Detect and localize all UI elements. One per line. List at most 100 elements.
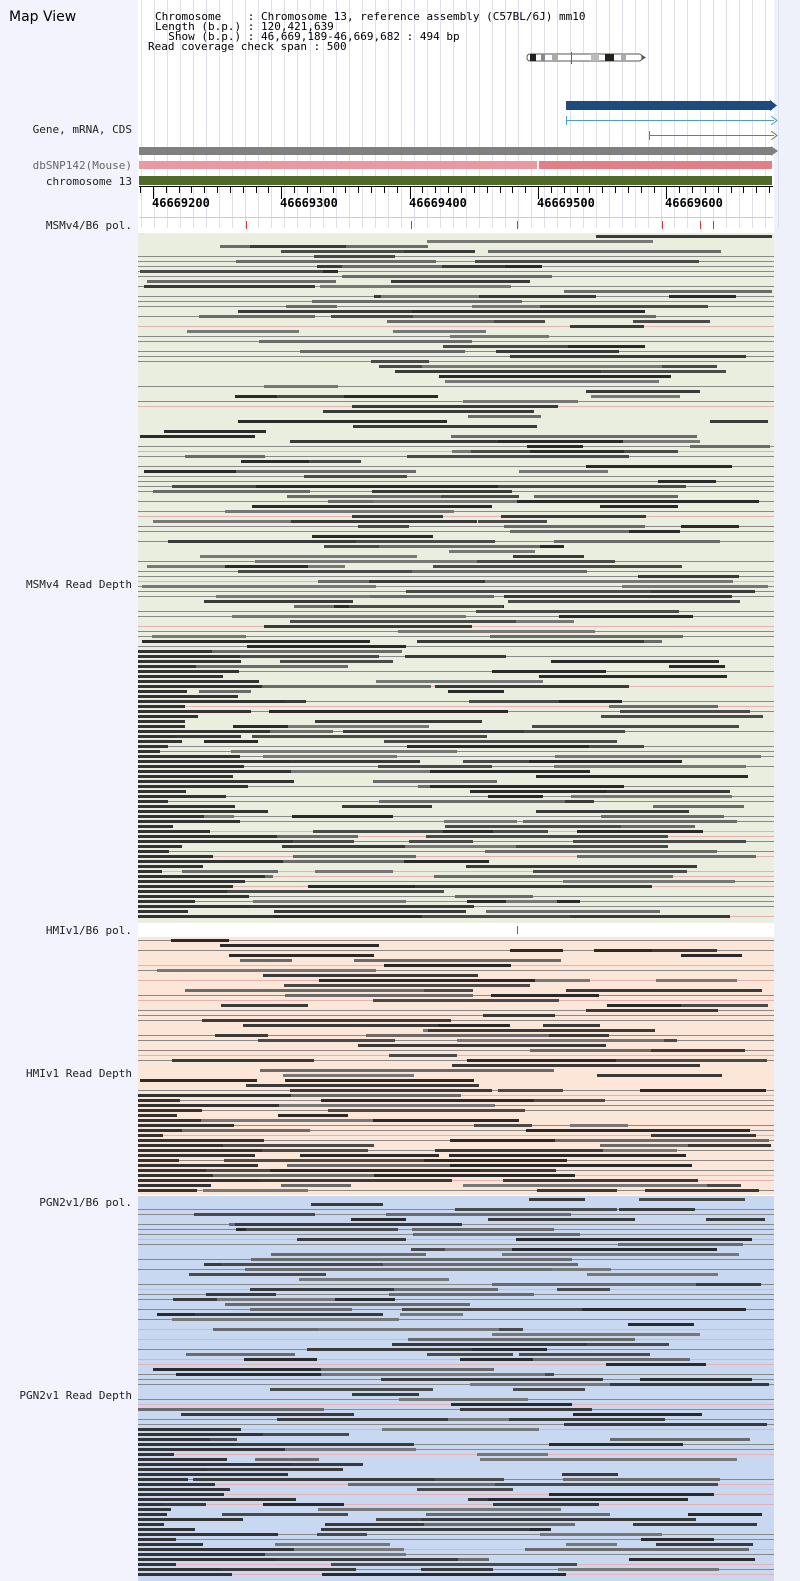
read-segment	[138, 1433, 263, 1436]
read-segment	[182, 870, 278, 873]
read-segment	[138, 1568, 220, 1571]
dbsnp-bar-right[interactable]	[539, 161, 772, 169]
ruler-tick	[307, 187, 308, 193]
ruler-line	[139, 186, 773, 187]
read-segment	[314, 255, 395, 258]
read-segment	[492, 670, 606, 673]
ruler-tick	[769, 187, 770, 193]
read-line	[138, 950, 774, 951]
read-segment	[138, 1119, 201, 1122]
read-segment	[358, 525, 409, 528]
snp-mark[interactable]	[517, 221, 518, 229]
gene-bar[interactable]	[566, 101, 772, 110]
read-segment	[232, 615, 466, 618]
read-segment	[597, 1074, 722, 1077]
read-line	[138, 851, 774, 852]
read-segment	[706, 1218, 765, 1221]
ruler-tick	[179, 187, 180, 193]
read-segment	[138, 810, 268, 813]
read-segment	[488, 1498, 688, 1501]
dbsnp-bar-left[interactable]	[139, 161, 537, 169]
gene-arrow-icon	[770, 100, 777, 111]
read-segment	[282, 845, 418, 848]
read-segment	[195, 1313, 383, 1316]
read-segment	[451, 1403, 572, 1406]
read-segment	[372, 710, 508, 713]
read-segment	[213, 685, 431, 688]
read-segment	[455, 895, 533, 898]
read-segment	[382, 1428, 539, 1431]
read-segment	[318, 1508, 561, 1511]
read-segment	[140, 1079, 257, 1082]
read-segment	[225, 1303, 470, 1306]
read-segment	[185, 1149, 368, 1152]
mrna-line[interactable]	[566, 120, 774, 121]
read-line	[138, 1539, 774, 1540]
read-segment	[381, 1378, 603, 1381]
read-segment	[460, 590, 651, 593]
read-line	[138, 1180, 774, 1181]
read-line	[138, 1359, 774, 1360]
read-segment	[138, 1099, 180, 1102]
read-segment	[138, 1443, 236, 1446]
read-segment	[475, 260, 699, 263]
read-segment	[530, 1049, 651, 1052]
read-segment	[371, 360, 429, 363]
cds-start	[649, 131, 650, 140]
snp-mark[interactable]	[517, 926, 518, 934]
hmi-read-depth-panel[interactable]	[138, 937, 774, 1195]
read-segment	[427, 240, 653, 243]
read-segment	[270, 760, 420, 763]
read-segment	[138, 1478, 188, 1481]
read-segment	[412, 1228, 554, 1231]
read-segment	[312, 300, 522, 303]
read-segment	[607, 1004, 681, 1007]
read-segment	[294, 605, 356, 608]
read-segment	[573, 840, 746, 843]
read-segment	[402, 1308, 629, 1311]
read-line	[138, 326, 774, 327]
read-segment	[157, 969, 376, 972]
snp-mark[interactable]	[411, 221, 412, 229]
gray-track-bar	[139, 147, 772, 155]
read-segment	[138, 895, 249, 898]
read-line	[138, 646, 774, 647]
read-segment	[636, 1049, 745, 1052]
ruler-bottom-line	[139, 217, 773, 218]
read-line	[138, 970, 774, 971]
ruler-tick	[500, 187, 501, 193]
read-segment	[203, 1189, 308, 1192]
read-segment	[640, 1089, 766, 1092]
read-line	[138, 756, 774, 757]
snp-mark[interactable]	[713, 221, 714, 229]
read-segment	[463, 1184, 707, 1187]
coverage-span-info: Read coverage check span : 500	[148, 40, 347, 53]
read-segment	[263, 974, 478, 977]
read-segment	[483, 1014, 555, 1017]
read-segment	[352, 515, 443, 518]
snp-mark[interactable]	[700, 221, 701, 229]
msm-read-depth-panel[interactable]	[138, 233, 774, 923]
grid-line	[323, 0, 324, 228]
read-segment	[342, 275, 552, 278]
read-segment	[250, 1288, 394, 1291]
read-segment	[204, 740, 258, 743]
snp-mark[interactable]	[662, 221, 663, 229]
read-segment	[529, 1198, 585, 1201]
ruler-tick	[628, 187, 629, 193]
read-segment	[243, 1024, 438, 1027]
grid-line	[258, 0, 259, 228]
read-segment	[467, 1059, 679, 1062]
read-line	[138, 1549, 774, 1550]
read-segment	[421, 1568, 493, 1571]
read-segment	[277, 395, 344, 398]
read-segment	[408, 1338, 635, 1341]
ruler-tick	[512, 187, 513, 193]
pgn-read-depth-panel[interactable]	[138, 1196, 774, 1581]
cds-line[interactable]	[649, 135, 774, 136]
read-segment	[236, 470, 416, 473]
read-segment	[449, 1154, 686, 1157]
grid-line	[336, 0, 337, 228]
snp-mark[interactable]	[246, 221, 247, 229]
grid-line	[297, 0, 298, 228]
